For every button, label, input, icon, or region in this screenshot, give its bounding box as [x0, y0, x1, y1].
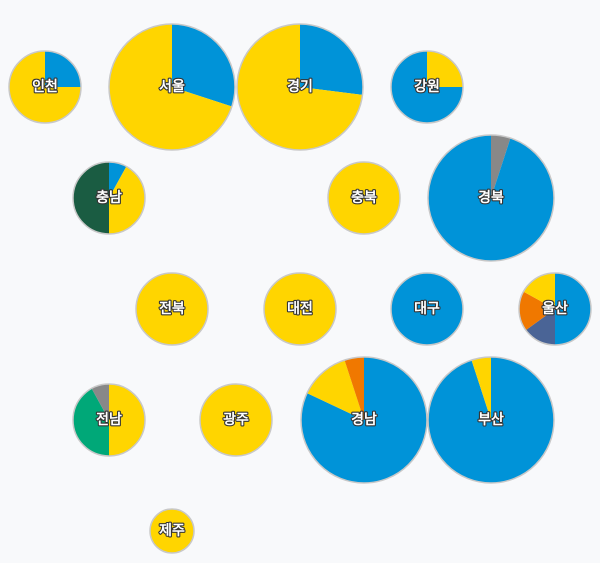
- pie-outline-14: [427, 356, 555, 484]
- pie-slice-4-0: [109, 162, 127, 198]
- pie-outline-7: [135, 272, 209, 346]
- pie-slice-10-1: [525, 309, 555, 345]
- pie-outline-0: [8, 50, 82, 124]
- pie-0: [8, 50, 82, 124]
- region-label: 제주: [159, 523, 185, 539]
- pie-slice-11-1: [72, 388, 109, 456]
- pie-15: [149, 508, 195, 554]
- pie-slice-3-0: [427, 51, 463, 87]
- region-label: 경남: [351, 411, 377, 428]
- region-label: 인천: [32, 78, 58, 95]
- region-label: 대전: [287, 300, 313, 317]
- pie-slice-3-1: [391, 51, 463, 123]
- region-label: 전북: [159, 300, 185, 317]
- pie-slice-11-2: [91, 384, 109, 420]
- region-label: 충북: [351, 190, 377, 206]
- region-label: 충남: [96, 189, 122, 206]
- pie-outline-15: [149, 508, 195, 554]
- pie-slice-6-0: [491, 135, 511, 198]
- pie-outline-8: [263, 272, 337, 346]
- pie-outline-10: [518, 272, 592, 346]
- pie-layer: [8, 23, 592, 554]
- pie-outline-2: [236, 23, 364, 151]
- pie-slice-14-0: [427, 357, 554, 483]
- pie-slice-6-1: [428, 135, 555, 261]
- pie-12: [199, 383, 273, 457]
- pie-outline-11: [72, 383, 146, 457]
- pie-slice-14-1: [471, 357, 491, 420]
- pie-1: [108, 23, 236, 151]
- pie-2: [236, 23, 364, 151]
- pie-slice-9-0: [391, 273, 463, 345]
- pie-8: [263, 272, 337, 346]
- region-label: 서울: [159, 78, 185, 95]
- region-label: 부산: [478, 411, 504, 428]
- pie-slice-15-0: [150, 509, 194, 553]
- pie-slice-0-0: [45, 51, 81, 87]
- pie-slice-4-2: [73, 162, 109, 234]
- pie-slice-13-0: [301, 356, 428, 484]
- pie-outline-3: [390, 50, 464, 124]
- pie-10: [518, 272, 592, 346]
- pie-slice-13-2: [344, 357, 364, 420]
- pie-outline-1: [108, 23, 236, 151]
- pie-11: [72, 383, 146, 457]
- pie-slice-0-1: [9, 51, 81, 123]
- pie-slice-5-0: [328, 162, 400, 234]
- pie-slice-13-1: [307, 360, 364, 420]
- pie-6: [427, 134, 555, 262]
- pie-outline-4: [72, 161, 146, 235]
- region-label: 경북: [478, 189, 504, 206]
- pie-slice-11-0: [109, 384, 145, 456]
- pie-slice-1-1: [109, 24, 232, 151]
- pie-slice-10-2: [519, 291, 555, 331]
- pie-slice-2-0: [300, 24, 363, 95]
- pie-5: [327, 161, 401, 235]
- pie-4: [72, 161, 146, 235]
- pie-3: [390, 50, 464, 124]
- region-label: 경기: [287, 78, 313, 95]
- pie-slice-4-1: [109, 166, 146, 234]
- pie-outline-12: [199, 383, 273, 457]
- region-label: 대구: [414, 301, 440, 317]
- pie-slice-12-0: [200, 384, 272, 456]
- pie-slice-1-0: [172, 24, 236, 107]
- pie-outline-6: [427, 134, 555, 262]
- pie-slice-2-1: [236, 24, 363, 150]
- region-label: 전남: [96, 411, 122, 428]
- region-label: 광주: [223, 411, 249, 428]
- pie-13: [300, 356, 428, 484]
- pie-outline-9: [390, 272, 464, 346]
- pie-slice-7-0: [136, 273, 208, 345]
- pie-9: [390, 272, 464, 346]
- pie-outline-13: [300, 356, 428, 484]
- pie-outline-5: [327, 161, 401, 235]
- pie-14: [427, 356, 555, 484]
- region-label: 강원: [414, 78, 440, 95]
- region-label: 울산: [542, 300, 568, 317]
- pie-slice-8-0: [264, 273, 336, 345]
- pie-7: [135, 272, 209, 346]
- pie-slice-10-0: [555, 273, 591, 345]
